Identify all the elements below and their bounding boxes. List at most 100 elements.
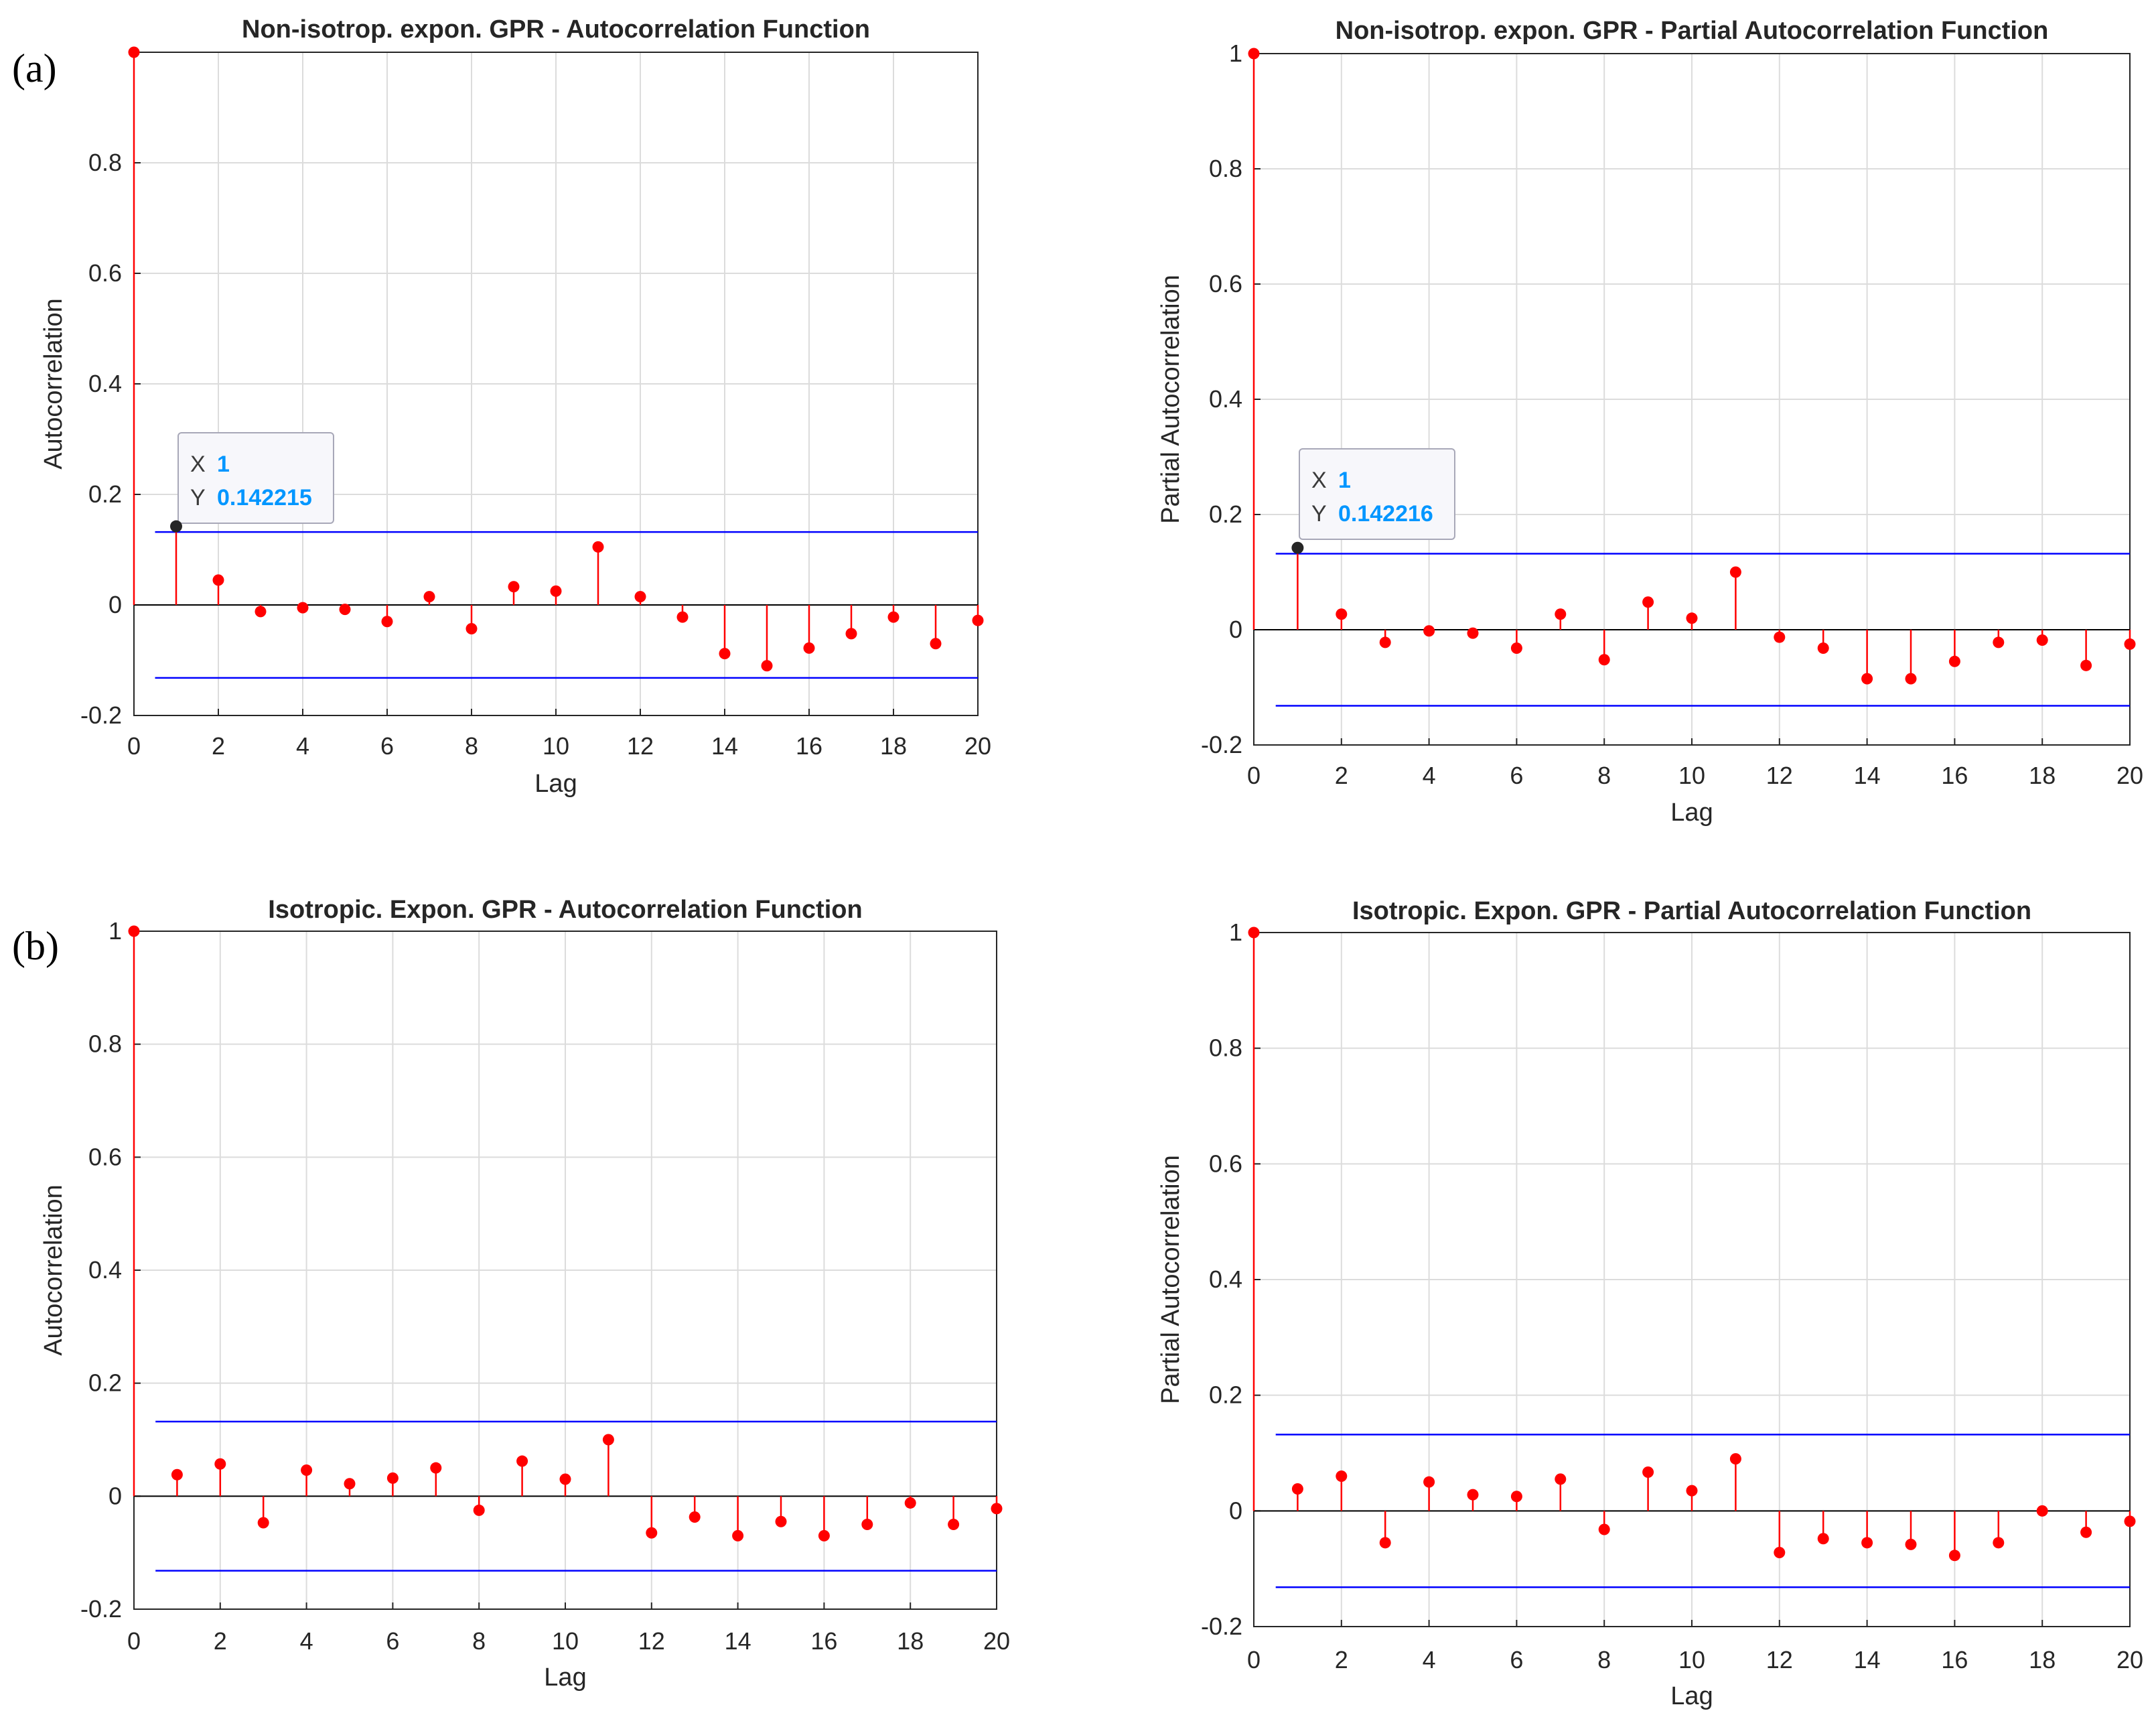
nonisotrop-acf-x-tick-label: 6 [380, 732, 394, 760]
nonisotrop-acf-datatip-y-label: Y [190, 485, 206, 510]
nonisotrop-acf-x-tick-label: 12 [627, 732, 654, 760]
isotropic-acf-x-tick-label: 10 [552, 1627, 579, 1655]
isotropic-pacf-y-tick-label: 0.6 [1209, 1150, 1242, 1177]
nonisotrop-acf-marker-lag-8 [465, 622, 478, 634]
isotropic-pacf-marker-lag-10 [1686, 1485, 1698, 1497]
isotropic-pacf-marker-lag-1 [1291, 1483, 1303, 1495]
isotropic-pacf-marker-lag-17 [1993, 1537, 2005, 1549]
isotropic-pacf-marker-lag-12 [1774, 1546, 1786, 1558]
isotropic-acf-y-tick-label: 0.6 [88, 1143, 122, 1170]
nonisotrop-acf-x-tick-label: 4 [296, 732, 309, 760]
isotropic-acf-marker-lag-2 [214, 1458, 226, 1470]
isotropic-acf-marker-lag-4 [301, 1464, 313, 1477]
nonisotrop-pacf-datatip-x-label: X [1311, 468, 1327, 493]
nonisotrop-pacf-x-tick-label: 18 [2029, 762, 2056, 789]
isotropic-acf-marker-lag-9 [516, 1455, 528, 1467]
isotropic-pacf-x-tick-label: 14 [1854, 1646, 1881, 1673]
isotropic-pacf-x-tick-label: 10 [1678, 1646, 1705, 1673]
nonisotrop-pacf-x-tick-label: 20 [2116, 762, 2143, 789]
nonisotrop-acf-datatip-x-label: X [190, 452, 206, 477]
nonisotrop-pacf-x-tick-label: 4 [1423, 762, 1436, 789]
nonisotrop-pacf-x-tick-label: 2 [1335, 762, 1348, 789]
isotropic-acf-x-tick-label: 2 [214, 1627, 227, 1655]
isotropic-acf-marker-lag-12 [646, 1527, 658, 1539]
nonisotrop-acf-x-tick-label: 18 [880, 732, 907, 760]
nonisotrop-pacf-marker-lag-5 [1467, 627, 1479, 639]
isotropic-pacf-x-tick-label: 8 [1597, 1646, 1611, 1673]
nonisotrop-pacf-marker-lag-2 [1336, 608, 1348, 620]
nonisotrop-acf-x-axis-label: Lag [534, 770, 577, 798]
isotropic-pacf-marker-lag-9 [1642, 1466, 1654, 1478]
nonisotrop-pacf-x-tick-label: 12 [1766, 762, 1793, 789]
nonisotrop-pacf-y-tick-label: 1 [1229, 40, 1242, 67]
isotropic-acf-marker-lag-3 [257, 1517, 269, 1529]
nonisotrop-pacf-marker-lag-17 [1993, 636, 2005, 648]
nonisotrop-pacf-x-tick-label: 0 [1247, 762, 1261, 789]
nonisotrop-pacf-y-tick-label: 0.2 [1209, 500, 1242, 528]
isotropic-pacf-marker-lag-2 [1336, 1470, 1348, 1483]
nonisotrop-pacf-x-tick-label: 10 [1678, 762, 1705, 789]
isotropic-acf-marker-lag-10 [559, 1473, 571, 1485]
nonisotrop-pacf-x-tick-label: 6 [1510, 762, 1523, 789]
nonisotrop-acf-y-tick-label: 0.6 [88, 259, 122, 287]
nonisotrop-acf-marker-lag-3 [255, 606, 267, 618]
nonisotrop-acf-datatip-x-value: 1 [217, 452, 230, 477]
nonisotrop-acf-datatip-box [177, 432, 334, 524]
isotropic-pacf-marker-lag-8 [1598, 1523, 1610, 1535]
nonisotrop-acf-x-tick-label: 2 [212, 732, 225, 760]
isotropic-acf-marker-lag-1 [171, 1468, 183, 1481]
isotropic-acf-x-tick-label: 6 [386, 1627, 399, 1655]
nonisotrop-acf-y-tick-label: -0.2 [80, 701, 122, 729]
isotropic-acf-marker-lag-7 [430, 1462, 442, 1474]
nonisotrop-acf-x-tick-label: 10 [543, 732, 569, 760]
nonisotrop-acf-y-tick-label: 0.4 [88, 370, 122, 397]
isotropic-pacf-y-tick-label: 0 [1229, 1497, 1242, 1524]
isotropic-pacf-marker-lag-14 [1861, 1537, 1873, 1549]
nonisotrop-pacf-marker-lag-0 [1248, 48, 1260, 60]
isotropic-pacf-marker-lag-4 [1423, 1476, 1435, 1488]
isotropic-pacf-x-tick-label: 18 [2029, 1646, 2056, 1673]
isotropic-acf-x-tick-label: 8 [472, 1627, 486, 1655]
nonisotrop-pacf-x-tick-label: 16 [1941, 762, 1968, 789]
nonisotrop-acf-chart: 0 2 4 6 8 10 12 14 16 18 20-0.200.20.40.60.8Non-is… [40, 15, 991, 798]
nonisotrop-pacf-y-tick-label: 0.4 [1209, 385, 1242, 413]
isotropic-acf-y-axis-label: Autocorrelation [40, 1184, 68, 1356]
nonisotrop-acf-y-tick-label: 0.8 [88, 149, 122, 176]
nonisotrop-pacf-marker-lag-3 [1379, 636, 1391, 648]
isotropic-acf-marker-lag-8 [473, 1504, 485, 1516]
isotropic-acf-y-tick-label: 0 [109, 1482, 122, 1509]
nonisotrop-pacf-marker-lag-19 [2080, 659, 2092, 671]
isotropic-acf-marker-lag-20 [991, 1503, 1003, 1515]
isotropic-pacf-x-axis-label: Lag [1670, 1682, 1713, 1710]
nonisotrop-pacf-datatip-y-value: 0.142216 [1338, 501, 1433, 527]
nonisotrop-acf-marker-lag-9 [508, 581, 520, 593]
nonisotrop-pacf-x-tick-label: 14 [1854, 762, 1881, 789]
isotropic-pacf-x-tick-label: 2 [1335, 1646, 1348, 1673]
nonisotrop-acf-marker-lag-0 [128, 46, 140, 58]
nonisotrop-acf-marker-lag-2 [212, 574, 224, 586]
isotropic-pacf-chart: 0 2 4 6 8 10 12 14 16 18 20-0.200.20.40.60.81Isotr… [1157, 897, 2143, 1710]
nonisotrop-acf-marker-lag-19 [930, 638, 942, 650]
isotropic-pacf-y-axis-label: Partial Autocorrelation [1157, 1155, 1185, 1404]
isotropic-acf-x-tick-label: 12 [638, 1627, 665, 1655]
isotropic-pacf-y-tick-label: 0.8 [1209, 1034, 1242, 1062]
isotropic-pacf-marker-lag-19 [2080, 1526, 2092, 1538]
nonisotrop-pacf-y-tick-label: -0.2 [1201, 731, 1242, 758]
isotropic-acf-x-tick-label: 18 [897, 1627, 924, 1655]
isotropic-acf-y-tick-label: 1 [109, 917, 122, 945]
isotropic-acf-marker-lag-16 [818, 1529, 830, 1541]
isotropic-acf-marker-lag-0 [128, 925, 140, 937]
isotropic-acf-marker-lag-14 [732, 1529, 744, 1541]
nonisotrop-acf-y-tick-label: 0 [109, 591, 122, 618]
isotropic-acf-y-tick-label: 0.4 [88, 1256, 122, 1284]
isotropic-pacf-x-tick-label: 20 [2116, 1646, 2143, 1673]
isotropic-acf-marker-lag-5 [344, 1478, 356, 1490]
isotropic-pacf-y-tick-label: -0.2 [1201, 1613, 1242, 1640]
isotropic-acf-y-tick-label: 0.2 [88, 1369, 122, 1397]
isotropic-pacf-marker-lag-20 [2124, 1515, 2136, 1527]
nonisotrop-pacf-datatip-box [1299, 448, 1455, 540]
nonisotrop-acf-datatip-marker [170, 520, 182, 533]
nonisotrop-pacf-marker-lag-16 [1948, 655, 1960, 667]
isotropic-acf-marker-lag-13 [689, 1511, 701, 1523]
